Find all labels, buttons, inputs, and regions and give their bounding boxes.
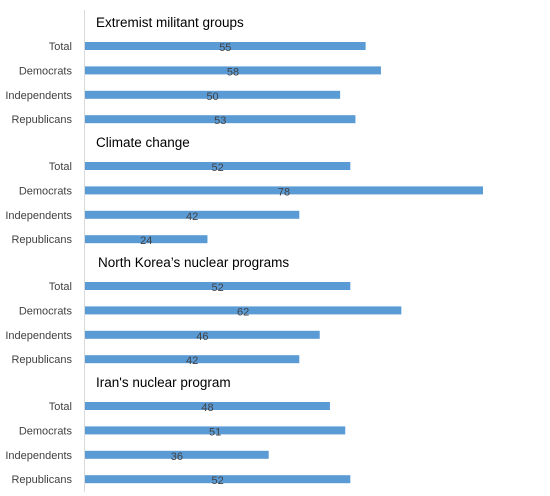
category-label: Republicans (11, 354, 72, 366)
data-label: 78 (278, 186, 290, 198)
category-label: Total (49, 281, 72, 293)
data-label: 51 (209, 426, 221, 438)
data-label: 48 (201, 402, 213, 414)
bar (85, 402, 330, 410)
data-label: 50 (206, 91, 218, 103)
bar (85, 355, 300, 364)
category-label: Total (49, 161, 72, 173)
group-title: Climate change (96, 135, 190, 150)
category-label: Democrats (19, 185, 73, 197)
group-title: Extremist militant groups (96, 15, 244, 30)
category-label: Republicans (11, 234, 72, 246)
category-label: Democrats (19, 425, 73, 437)
bar (85, 210, 300, 219)
category-label: Independents (5, 90, 72, 102)
data-label: 52 (212, 162, 224, 174)
bar (85, 306, 402, 315)
bar (85, 186, 483, 195)
bar (85, 450, 269, 459)
data-label: 53 (214, 115, 226, 127)
data-label: 58 (227, 66, 239, 78)
data-label: 62 (237, 306, 249, 318)
group-title: Iran's nuclear program (96, 375, 231, 390)
bar (85, 90, 341, 99)
group-title: North Korea’s nuclear programs (98, 255, 289, 270)
data-label: 52 (212, 475, 224, 487)
bar (85, 475, 351, 484)
bar (85, 330, 320, 339)
category-label: Total (49, 401, 72, 413)
bar (85, 42, 366, 50)
bar (85, 162, 351, 170)
category-label: Republicans (11, 474, 72, 486)
data-label: 36 (171, 451, 183, 463)
bar (85, 426, 346, 435)
data-label: 42 (186, 211, 198, 223)
category-label: Democrats (19, 65, 73, 77)
bar (85, 282, 351, 290)
data-label: 46 (196, 331, 208, 343)
data-label: 42 (186, 355, 198, 367)
category-label: Republicans (11, 114, 72, 126)
category-label: Independents (5, 210, 72, 222)
category-label: Independents (5, 450, 72, 462)
category-label: Democrats (19, 305, 73, 317)
category-label: Total (49, 41, 72, 53)
category-label: Independents (5, 330, 72, 342)
bar (85, 66, 381, 75)
bar (85, 115, 356, 124)
data-label: 52 (212, 282, 224, 294)
data-label: 55 (219, 42, 231, 54)
data-label: 24 (140, 235, 152, 247)
bar (85, 235, 208, 244)
